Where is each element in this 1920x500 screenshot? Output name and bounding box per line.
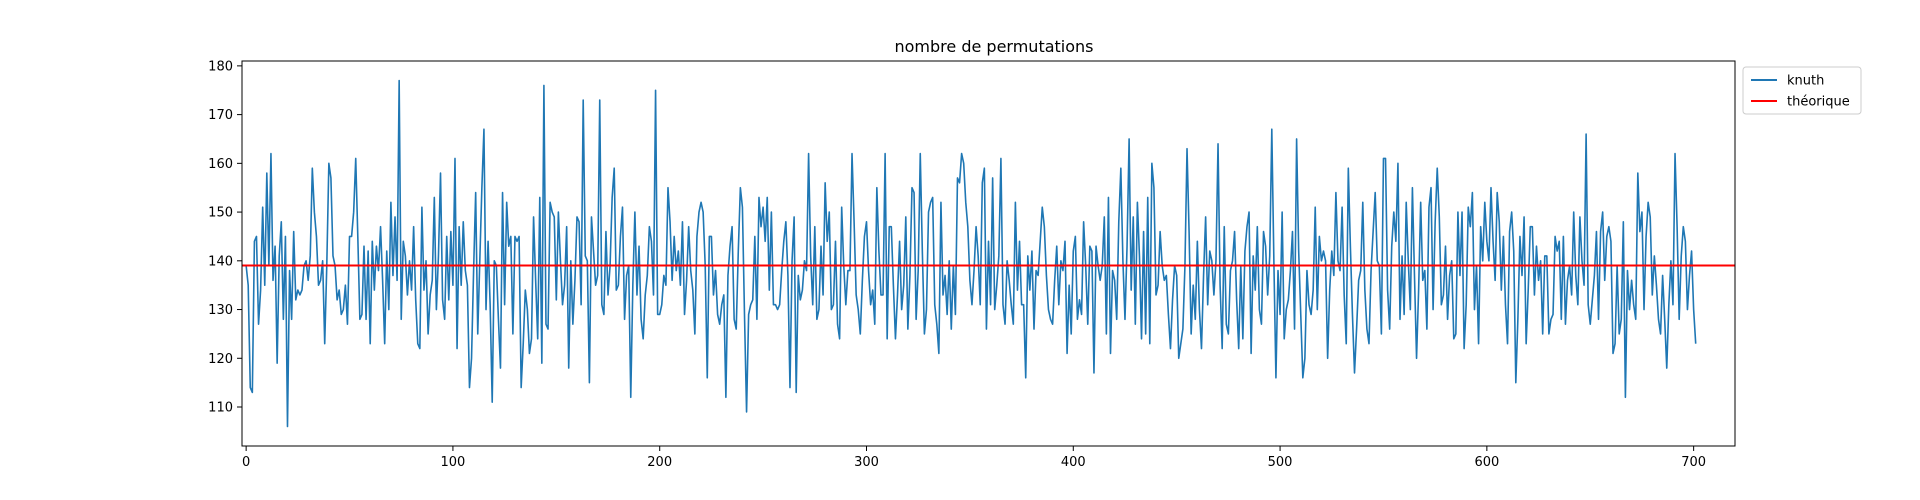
x-tick-label: 0	[242, 455, 250, 470]
series-line-knuth	[245, 79, 1697, 428]
legend: knuth théorique	[1742, 66, 1862, 115]
legend-label: knuth	[1787, 74, 1824, 89]
x-tick-label: 100	[441, 455, 466, 470]
y-tick-label: 180	[208, 59, 233, 74]
legend-box	[1742, 66, 1862, 115]
x-tick-label: 600	[1474, 455, 1499, 470]
x-tick-label: 500	[1268, 455, 1293, 470]
chart-title: nombre de permutations	[895, 37, 1094, 56]
y-tick-label: 130	[208, 303, 233, 318]
x-tick-label: 200	[647, 455, 672, 470]
y-tick-label: 170	[208, 108, 233, 123]
plot-frame	[241, 60, 1736, 447]
x-tick-label: 400	[1061, 455, 1086, 470]
x-tick-label: 300	[854, 455, 879, 470]
y-tick-label: 160	[208, 157, 233, 172]
y-tick-label: 140	[208, 254, 233, 269]
y-tick-label: 150	[208, 206, 233, 221]
plot-area: 0 100 200 300 400 500 600 700 110 120 130 140 150 160…	[208, 59, 1736, 470]
x-tick-label: 700	[1681, 455, 1706, 470]
legend-label: théorique	[1787, 95, 1850, 110]
y-tick-label: 120	[208, 352, 233, 367]
y-tick-label: 110	[208, 401, 233, 416]
